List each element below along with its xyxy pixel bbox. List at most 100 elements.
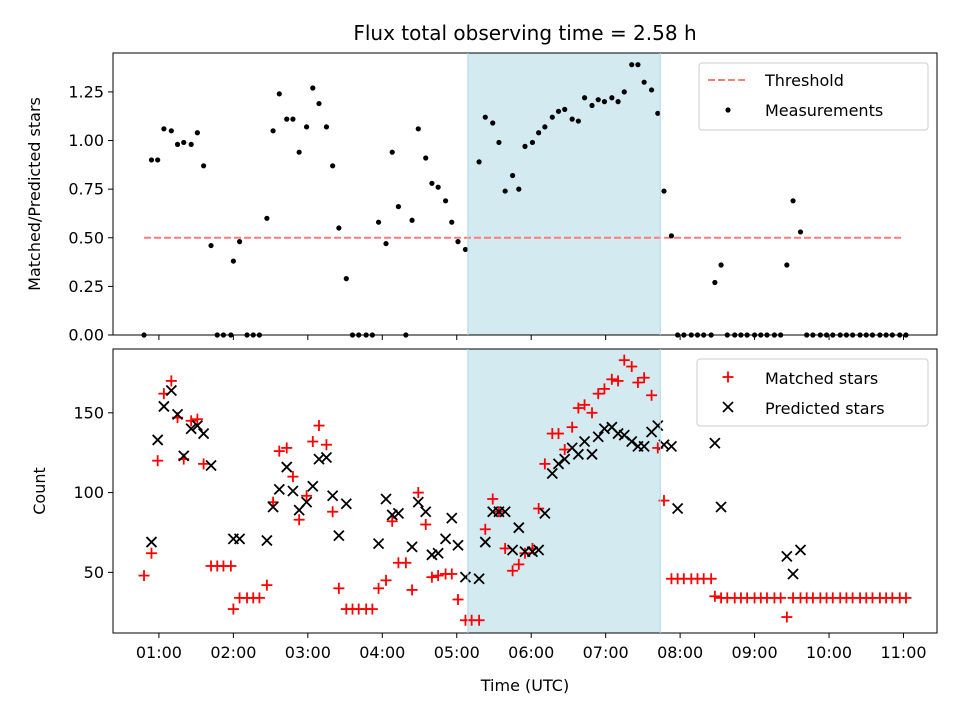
bottom-x-tick-label: 07:00 (583, 643, 629, 662)
measurement-point (409, 217, 415, 223)
cross-stroke-b (572, 448, 584, 460)
cross-stroke-b (612, 427, 624, 440)
cross-stroke-b (307, 480, 319, 492)
measurement-point (276, 91, 282, 97)
measurement-point (236, 239, 243, 245)
legend-predicted-label: Predicted stars (765, 399, 885, 418)
measurement-point (442, 198, 449, 204)
bottom-legend: Matched stars Predicted stars (696, 358, 929, 427)
measurement-point (589, 102, 595, 109)
matched-point (412, 487, 424, 499)
matched-point (709, 590, 721, 602)
cross-stroke-b (191, 419, 204, 432)
cross-stroke-b (559, 453, 571, 465)
cross-stroke-b (406, 541, 418, 553)
measurement-point (435, 184, 441, 190)
cross-stroke-b (281, 461, 293, 473)
predicted-point (267, 501, 279, 513)
cross-stroke-b (552, 458, 565, 470)
matched-point (606, 373, 618, 385)
top-panel-title: Flux total observing time = 2.58 h (353, 21, 696, 45)
matched-point (320, 439, 332, 451)
measurement-point (375, 219, 382, 225)
matched-point (307, 436, 319, 448)
matched-point (618, 354, 630, 366)
cross-stroke-b (473, 573, 485, 585)
cross-stroke-b (165, 384, 177, 397)
predicted-point (281, 461, 293, 473)
matched-point (287, 471, 299, 483)
cross-stroke-b (452, 539, 464, 551)
predicted-point (513, 522, 525, 534)
cross-stroke-b (267, 501, 279, 513)
matched-point (646, 389, 658, 401)
matched-point (775, 592, 787, 604)
cross-stroke-b (300, 496, 313, 508)
predicted-point (191, 419, 204, 432)
bottom-x-tick-label: 05:00 (434, 643, 480, 662)
matched-point (333, 582, 345, 594)
cross-stroke-b (372, 538, 385, 550)
matched-point (533, 503, 545, 515)
measurement-point (718, 262, 724, 268)
top-legend: Threshold Measurements (698, 62, 929, 131)
matched-point (366, 603, 378, 615)
cross-stroke-b (652, 419, 664, 432)
bottom-x-tick-label: 11:00 (880, 643, 926, 662)
predicted-point (533, 544, 545, 556)
measurement-point (161, 126, 167, 132)
predicted-point (333, 530, 345, 542)
matched-point (612, 375, 624, 387)
matched-point (781, 611, 793, 623)
top-y-tick-label: 0.50 (68, 228, 104, 247)
cross-stroke-b (261, 534, 273, 547)
cross-stroke-b (626, 435, 638, 448)
cross-stroke-b (432, 547, 444, 559)
measurement-point (581, 95, 588, 101)
matched-point (138, 570, 150, 582)
matched-point (293, 514, 305, 526)
predicted-point (307, 480, 319, 492)
cross-stroke-b (533, 544, 545, 556)
predicted-point (479, 536, 491, 548)
measurement-point (555, 108, 562, 114)
top-panel-frame (112, 52, 938, 336)
predicted-point (781, 550, 793, 563)
cross-stroke-b (709, 437, 721, 449)
predicted-point (546, 467, 558, 480)
bottom-panel-frame (112, 348, 938, 634)
legend-plus-marker (722, 371, 734, 383)
legend-threshold-label: Threshold (764, 71, 844, 90)
bottom-x-axis: 01:00 02:00 03:00 04:00 05:00 06:00 07:00 08:00… (136, 633, 927, 662)
measurement-point (629, 62, 635, 68)
measurement-point (264, 215, 270, 221)
measurement-point (635, 62, 641, 68)
matched-point (632, 377, 644, 389)
predicted-point (178, 450, 190, 462)
bottom-y-tick-label: 50 (84, 563, 104, 582)
matched-point (191, 413, 203, 425)
measurement-point (516, 186, 522, 192)
measurement-point (569, 116, 575, 122)
legend-predicted-swatch (722, 401, 734, 413)
cross-stroke-b (273, 483, 285, 496)
predicted-point (499, 506, 511, 518)
matched-point (592, 388, 604, 400)
measurement-point (336, 225, 342, 231)
measurement-point (784, 262, 790, 268)
measurement-point (529, 139, 536, 146)
measurement-point (621, 89, 627, 95)
predicted-point (446, 512, 458, 524)
legend-cross-marker (722, 401, 734, 413)
matched-point (253, 592, 265, 604)
cross-stroke-b (152, 434, 164, 446)
matched-point (638, 372, 650, 384)
predicted-point (506, 544, 519, 556)
top-y-tick-label: 0.00 (68, 326, 104, 345)
predicted-point (638, 440, 650, 452)
predicted-point (380, 493, 392, 505)
matched-point (198, 458, 210, 470)
predicted-point (672, 502, 684, 515)
